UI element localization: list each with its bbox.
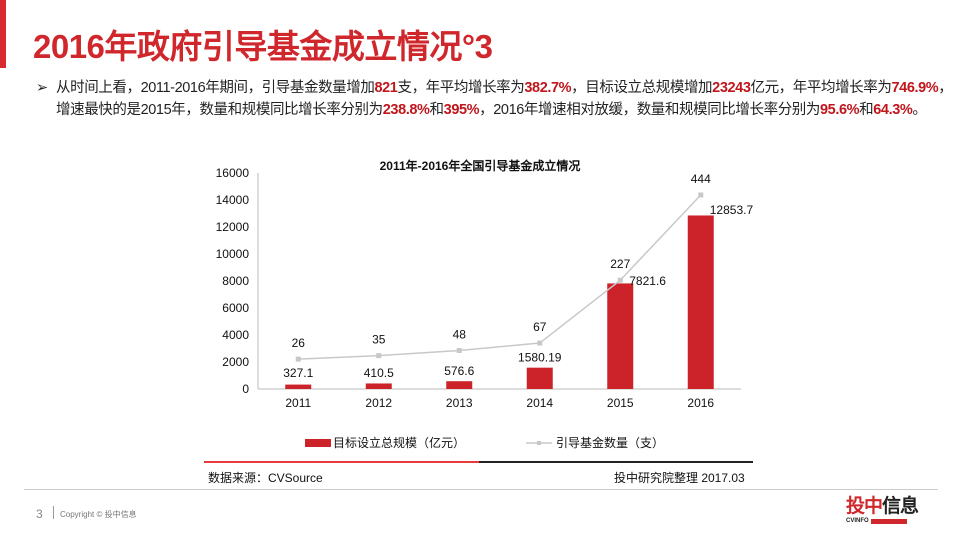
bar-data-label: 1580.19 <box>518 351 562 365</box>
legend-label: 引导基金数量（支） <box>556 435 664 450</box>
bar <box>446 381 473 389</box>
divider-red <box>204 461 479 463</box>
summary-segment: ，目标设立总规模增加 <box>571 80 713 96</box>
bullet-arrow-icon: ➢ <box>36 80 48 96</box>
legend-bar-swatch <box>305 439 331 447</box>
summary-segment: ，2016年增速相对放缓，数量和规模同比增长率分别为 <box>479 102 821 118</box>
logo-text-red: 投中 <box>846 496 883 517</box>
line-data-label: 35 <box>372 333 386 347</box>
line-data-label: 444 <box>691 172 711 186</box>
summary-segment: 从时间上看，2011-2016年期间，引导基金数量增加 <box>56 80 375 96</box>
summary-segment: ，增速最快的是2015年，数量和规模同比增长率分别为 <box>56 80 953 118</box>
company-logo: 投中信息 CVINFO <box>846 496 919 525</box>
bar-data-label: 12853.7 <box>710 203 754 217</box>
summary-segment: 和 <box>429 102 445 118</box>
bar <box>687 215 714 389</box>
highlight-value: 382.7% <box>524 80 572 96</box>
line-data-label: 26 <box>292 336 306 350</box>
logo-sub: CVINFO <box>846 518 869 524</box>
footer-separator <box>53 506 54 519</box>
summary-segment: 和 <box>859 102 874 118</box>
legend-line-marker <box>537 441 541 445</box>
x-tick-label: 2014 <box>526 396 553 410</box>
line-point <box>617 277 623 283</box>
highlight-value: 746.9% <box>891 80 939 96</box>
highlight-value: 238.8% <box>382 102 430 118</box>
highlight-value: 821 <box>374 80 398 96</box>
summary-segment: 。 <box>912 102 927 118</box>
bar <box>607 283 634 389</box>
y-tick-label: 16000 <box>216 166 250 180</box>
x-tick-label: 2011 <box>285 396 311 410</box>
line-data-label: 67 <box>533 320 547 334</box>
y-tick-label: 8000 <box>222 274 249 288</box>
line-series <box>298 194 702 360</box>
bar <box>365 383 392 389</box>
y-tick-label: 4000 <box>222 328 249 342</box>
line-data-label: 227 <box>610 257 630 271</box>
y-tick-label: 14000 <box>216 193 250 207</box>
x-tick-label: 2012 <box>365 396 392 410</box>
line-point <box>537 340 543 346</box>
footer-divider <box>24 489 938 490</box>
bar <box>285 384 312 389</box>
bar-data-label: 576.6 <box>444 364 474 378</box>
summary-paragraph: ➢ 从时间上看，2011-2016年期间，引导基金数量增加821支，年平均增长率为… <box>36 77 956 121</box>
x-tick-label: 2015 <box>607 396 634 410</box>
summary-text: 从时间上看，2011-2016年期间，引导基金数量增加821支，年平均增长率为3… <box>56 80 953 118</box>
logo-bar <box>870 519 907 524</box>
y-tick-label: 2000 <box>222 355 249 369</box>
credit-label: 投中研究院整理 2017.03 <box>614 471 745 485</box>
source-label: 数据来源：CVSource <box>208 471 323 485</box>
summary-segment: 亿元，年平均增长率为 <box>750 80 892 96</box>
line-data-label: 48 <box>453 328 467 342</box>
slide-title: 2016年政府引导基金成立情况°3 <box>33 28 493 65</box>
highlight-value: 95.6% <box>820 102 860 118</box>
y-tick-label: 0 <box>242 382 249 396</box>
summary-segment: 支，年平均增长率为 <box>397 80 525 96</box>
bar <box>526 367 553 389</box>
y-tick-label: 10000 <box>216 247 250 261</box>
highlight-value: 64.3% <box>873 102 913 118</box>
highlight-value: 23243 <box>712 80 751 96</box>
highlight-value: 395% <box>443 102 480 118</box>
page-number: 3 <box>36 507 43 521</box>
y-tick-label: 12000 <box>216 220 250 234</box>
accent-bar <box>0 0 6 68</box>
logo-text-dark: 信息 <box>882 496 919 517</box>
bar-data-label: 327.1 <box>283 366 313 380</box>
legend-label: 目标设立总规模（亿元） <box>333 435 465 450</box>
copyright: Copyright © 投中信息 <box>60 510 137 519</box>
bar-data-label: 7821.6 <box>629 274 666 288</box>
line-point <box>295 356 301 362</box>
divider-dark <box>479 461 753 463</box>
y-tick-label: 6000 <box>222 301 249 315</box>
line-point <box>698 192 704 198</box>
bar-data-label: 410.5 <box>364 366 394 380</box>
x-tick-label: 2016 <box>687 396 714 410</box>
line-point <box>376 353 382 359</box>
x-tick-label: 2013 <box>446 396 473 410</box>
chart-title: 2011年-2016年全国引导基金成立情况 <box>379 159 581 173</box>
line-point <box>456 348 462 354</box>
